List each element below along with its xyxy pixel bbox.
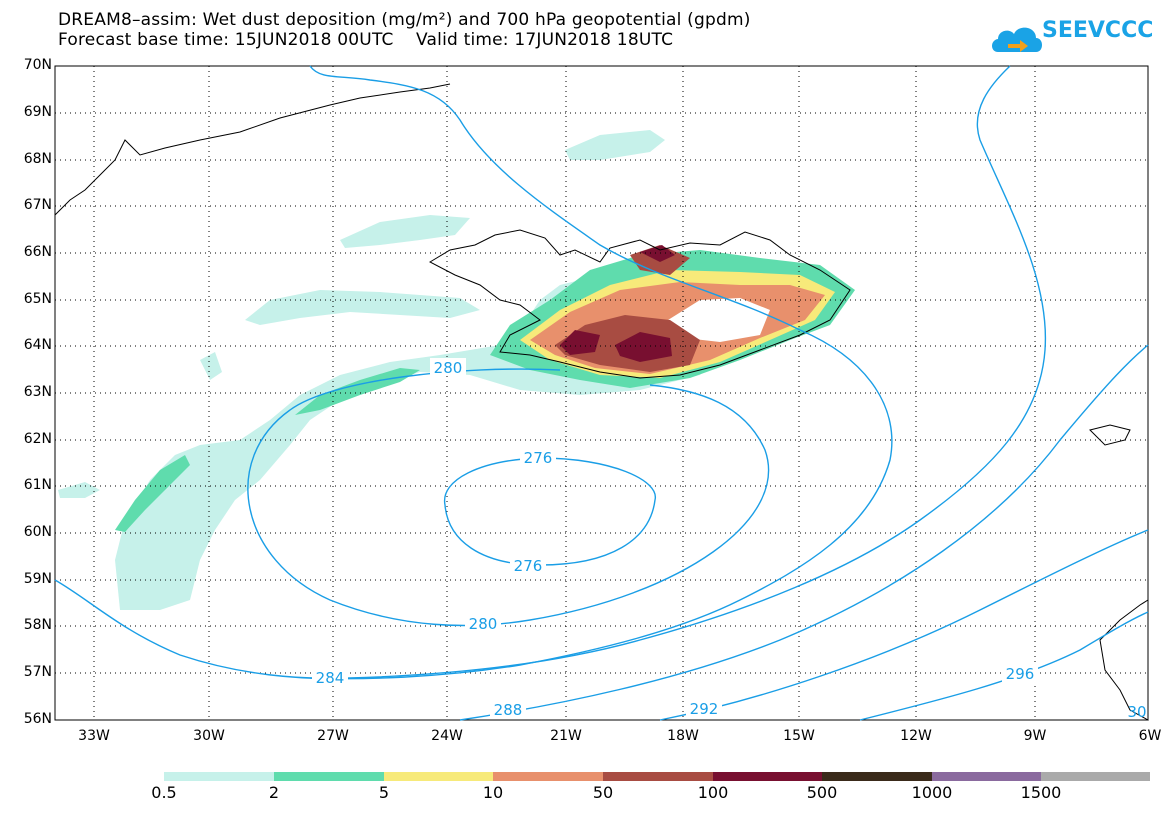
colorbar-label: 100 bbox=[697, 783, 729, 802]
lat-label: 61N bbox=[23, 477, 52, 493]
lon-label: 15W bbox=[783, 728, 815, 744]
faroe-coast bbox=[1089, 424, 1131, 446]
contour-label-276-a: 276 bbox=[524, 449, 553, 467]
lon-label: 30W bbox=[193, 728, 225, 744]
contour-label-292: 292 bbox=[690, 700, 719, 718]
graticule bbox=[55, 66, 1148, 720]
dust-patch-southwest bbox=[245, 290, 480, 325]
contour-288 bbox=[459, 344, 1149, 721]
colorbar-label: 0.5 bbox=[151, 783, 177, 802]
lat-label: 63N bbox=[23, 384, 52, 400]
lat-label: 60N bbox=[23, 524, 52, 540]
dust-patch-north-iceland bbox=[565, 130, 665, 160]
dust-streak-far-west bbox=[115, 455, 190, 532]
contour-label-280-b: 280 bbox=[469, 615, 498, 633]
lat-label: 66N bbox=[23, 244, 52, 260]
colorbar-label: 500 bbox=[806, 783, 838, 802]
geopotential-contours bbox=[54, 65, 1149, 721]
contour-labels: 280 276 276 280 284 288 292 296 30 bbox=[312, 358, 1147, 721]
colorbar-swatch bbox=[274, 772, 384, 781]
colorbar-label: 50 bbox=[592, 783, 614, 802]
lat-label: 68N bbox=[23, 151, 52, 167]
lon-label: 9W bbox=[1023, 728, 1047, 744]
lat-label: 67N bbox=[23, 197, 52, 213]
dust-darkred bbox=[560, 330, 600, 355]
coastlines bbox=[54, 83, 1149, 721]
map-subtitle: Forecast base time: 15JUN2018 00UTC Vali… bbox=[58, 30, 674, 50]
lon-label: 33W bbox=[78, 728, 110, 744]
colorbar-swatch bbox=[932, 772, 1041, 781]
lon-label: 18W bbox=[667, 728, 699, 744]
lon-label: 6W bbox=[1138, 728, 1162, 744]
cloud-arrow-icon bbox=[992, 27, 1042, 52]
contour-292 bbox=[659, 529, 1149, 721]
colorbar-label: 5 bbox=[378, 783, 390, 802]
iceland-coast bbox=[428, 229, 851, 379]
contour-label-284: 284 bbox=[316, 669, 345, 687]
dust-patch-edge bbox=[58, 482, 100, 498]
contour-284 bbox=[54, 65, 1047, 680]
contour-label-30: 30 bbox=[1127, 703, 1146, 721]
colorbar-label: 1500 bbox=[1020, 783, 1062, 802]
contour-296 bbox=[859, 611, 1149, 721]
lat-label: 59N bbox=[23, 571, 52, 587]
contour-label-288: 288 bbox=[494, 701, 523, 719]
lat-label: 58N bbox=[23, 617, 52, 633]
colorbar-swatch bbox=[713, 772, 822, 781]
dust-band-west bbox=[295, 368, 420, 415]
lat-label: 64N bbox=[23, 337, 52, 353]
lon-label: 27W bbox=[317, 728, 349, 744]
lat-label: 69N bbox=[23, 104, 52, 120]
contour-280 bbox=[247, 368, 770, 627]
contour-280-top bbox=[309, 65, 893, 680]
colorbar-swatch bbox=[603, 772, 713, 781]
contour-label-280-a: 280 bbox=[434, 359, 463, 377]
contour-label-276-b: 276 bbox=[514, 557, 543, 575]
dust-clear-hole bbox=[668, 298, 770, 342]
colorbar-swatch bbox=[822, 772, 932, 781]
colorbar-label: 2 bbox=[268, 783, 280, 802]
contour-label-296: 296 bbox=[1006, 665, 1035, 683]
dust-patch-west bbox=[340, 215, 470, 248]
colorbar-swatch bbox=[384, 772, 493, 781]
scotland-coast bbox=[1099, 599, 1149, 721]
lat-label: 56N bbox=[23, 711, 52, 727]
lat-label: 65N bbox=[23, 291, 52, 307]
dust-patch-far-west bbox=[200, 352, 222, 380]
lon-label: 24W bbox=[431, 728, 463, 744]
colorbar-swatch bbox=[493, 772, 603, 781]
map-title: DREAM8–assim: Wet dust deposition (mg/m²… bbox=[58, 10, 751, 30]
colorbar-label: 10 bbox=[482, 783, 504, 802]
lon-label: 21W bbox=[550, 728, 582, 744]
lat-label: 57N bbox=[23, 664, 52, 680]
logo-text: SEEVCCC bbox=[1042, 18, 1154, 43]
colorbar-swatch bbox=[164, 772, 274, 781]
lon-label: 12W bbox=[900, 728, 932, 744]
colorbar-label: 1000 bbox=[911, 783, 953, 802]
lat-label: 62N bbox=[23, 431, 52, 447]
greenland-coast bbox=[54, 83, 451, 216]
lat-label: 70N bbox=[23, 57, 52, 73]
contour-276 bbox=[443, 457, 656, 566]
colorbar-swatch bbox=[1041, 772, 1150, 781]
dust-deposition-shading bbox=[58, 130, 855, 610]
